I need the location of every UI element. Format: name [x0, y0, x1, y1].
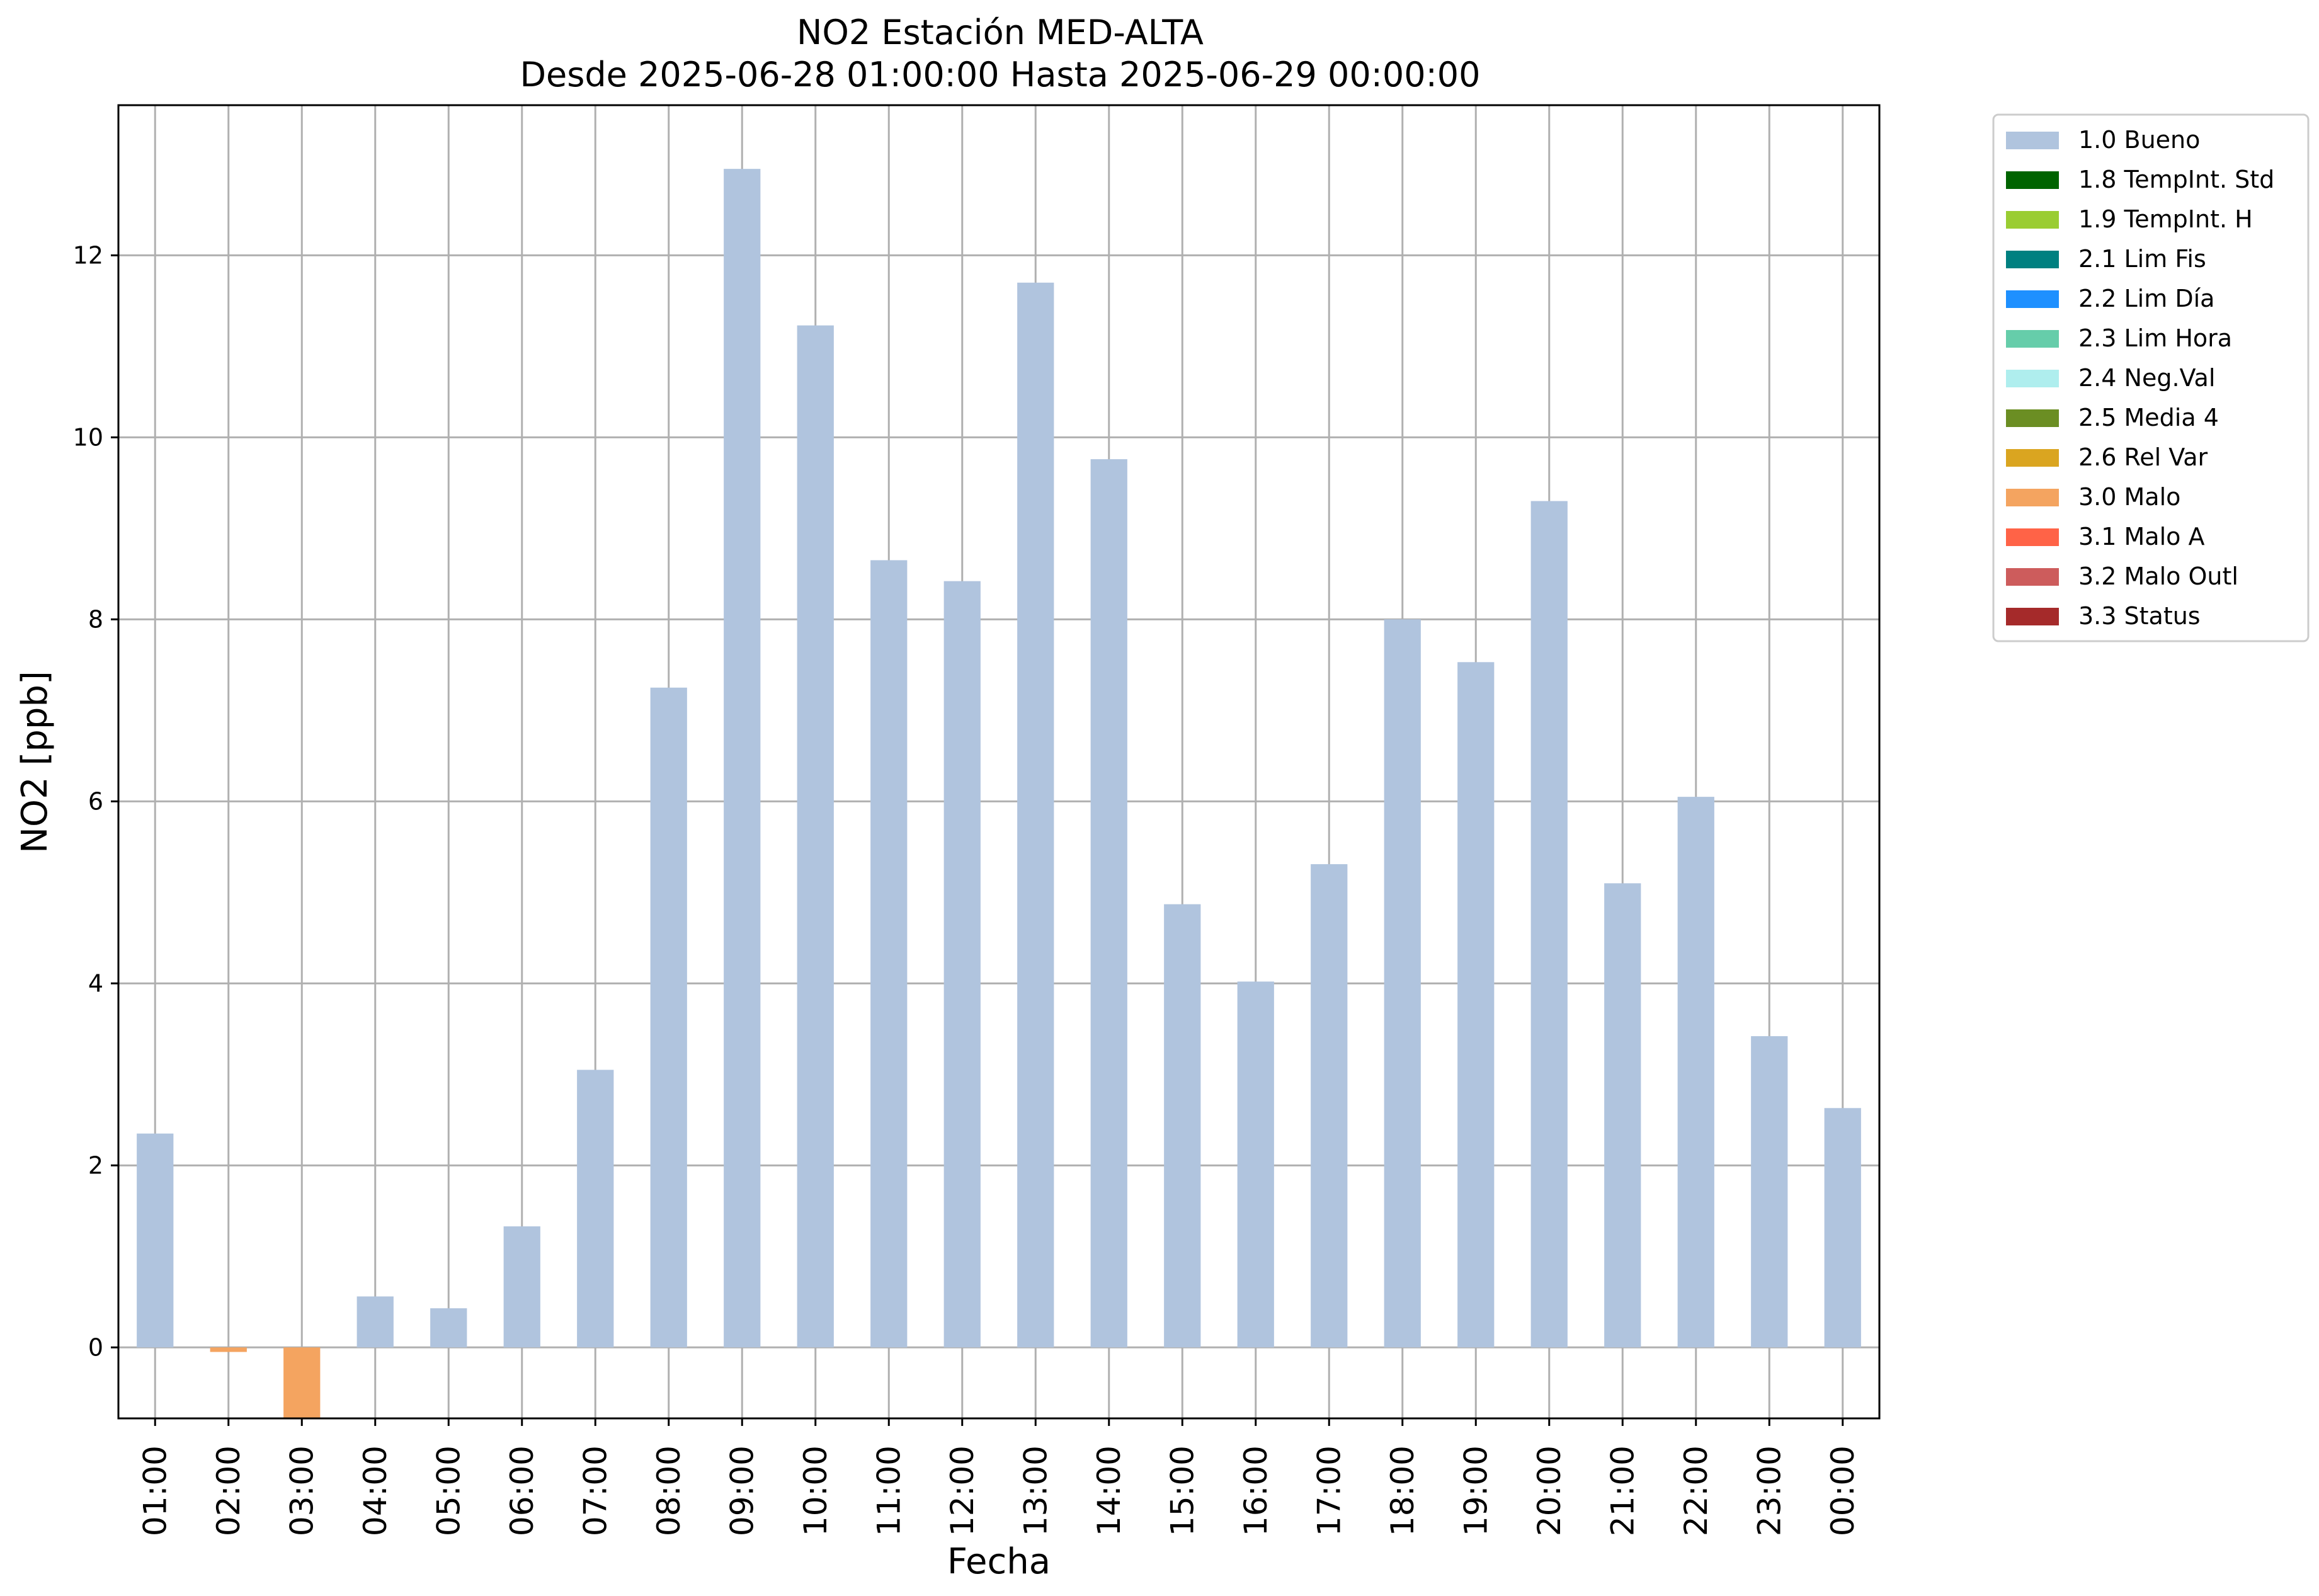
legend-entry: 3.3 Status [2078, 602, 2201, 630]
bar [430, 1308, 467, 1348]
bar [210, 1347, 247, 1352]
y-tick-label: 6 [88, 787, 103, 815]
bar [283, 1347, 321, 1418]
bar [797, 325, 834, 1348]
y-tick-label: 0 [88, 1333, 103, 1361]
legend-entry: 1.9 TempInt. H [2078, 205, 2253, 233]
bar [1164, 904, 1201, 1348]
x-tick-label: 20:00 [1531, 1445, 1568, 1536]
bars [137, 169, 1861, 1418]
legend-frame [1992, 113, 2310, 642]
x-tick-label: 07:00 [577, 1445, 613, 1536]
x-tick-label: 00:00 [1825, 1445, 1861, 1536]
legend-swatch [2006, 290, 2059, 308]
legend-entry: 3.2 Malo Outl [2078, 562, 2238, 590]
bar [943, 581, 981, 1348]
x-tick-label: 16:00 [1238, 1445, 1274, 1536]
x-tick-label: 02:00 [210, 1445, 247, 1536]
legend-swatch [2006, 568, 2059, 586]
x-tick-label: 10:00 [797, 1445, 834, 1536]
legend-entry: 2.5 Media 4 [2078, 404, 2219, 431]
bar [577, 1069, 614, 1348]
legend-swatch [2006, 132, 2059, 149]
x-tick-label: 04:00 [357, 1445, 394, 1536]
legend-entry: 1.0 Bueno [2078, 126, 2200, 154]
chart-subtitle: Desde 2025-06-28 01:00:00 Hasta 2025-06-… [520, 55, 1480, 94]
bar [503, 1226, 540, 1348]
legend-swatch [2006, 211, 2059, 229]
bar [1604, 883, 1641, 1348]
x-tick-label: 15:00 [1164, 1445, 1200, 1536]
legend-entry: 3.0 Malo [2078, 483, 2180, 511]
legend-swatch [2006, 489, 2059, 506]
legend-swatch [2006, 370, 2059, 387]
x-tick-label: 05:00 [430, 1445, 467, 1536]
y-tick-label: 10 [73, 423, 103, 451]
y-tick-label: 12 [73, 241, 103, 269]
bar [1751, 1036, 1788, 1348]
bar [1384, 619, 1421, 1348]
y-tick-label: 2 [88, 1151, 103, 1179]
bar [650, 687, 687, 1348]
x-tick-label: 11:00 [870, 1445, 907, 1536]
x-tick-label: 12:00 [944, 1445, 981, 1536]
y-axis: 0 2 4 6 8 10 12 [73, 241, 118, 1361]
bar [137, 1133, 174, 1348]
legend-entry: 3.1 Malo A [2078, 523, 2204, 550]
legend-entry: 2.6 Rel Var [2078, 443, 2208, 471]
legend-entry: 2.1 Lim Fis [2078, 245, 2206, 273]
legend-entry: 2.4 Neg.Val [2078, 364, 2215, 392]
x-tick-label: 13:00 [1017, 1445, 1054, 1536]
bar [1530, 501, 1568, 1348]
legend-swatch [2006, 409, 2059, 427]
x-tick-label: 23:00 [1751, 1445, 1787, 1536]
bar [1090, 459, 1127, 1348]
legend-swatch [2006, 251, 2059, 268]
bar [1237, 981, 1274, 1348]
x-tick-label: 17:00 [1311, 1445, 1347, 1536]
y-axis-label: NO2 [ppb] [14, 671, 55, 853]
x-axis-label: Fecha [947, 1541, 1051, 1582]
legend: 1.0 Bueno 1.8 TempInt. Std 1.9 TempInt. H 2… [1992, 113, 2310, 642]
bar [1457, 662, 1495, 1348]
legend-entry: 2.2 Lim Día [2078, 285, 2214, 312]
bar [1677, 797, 1714, 1348]
legend-swatch [2006, 171, 2059, 189]
y-tick-label: 4 [88, 969, 103, 997]
x-tick-label: 19:00 [1457, 1445, 1494, 1536]
legend-swatch [2006, 330, 2059, 348]
chart-title: NO2 Estación MED-ALTA [797, 13, 1204, 52]
legend-swatch [2006, 449, 2059, 467]
x-tick-label: 08:00 [651, 1445, 687, 1536]
x-tick-label: 06:00 [504, 1445, 540, 1536]
bar [1311, 864, 1348, 1348]
legend-swatch [2006, 608, 2059, 625]
legend-entry: 1.8 TempInt. Std [2078, 166, 2274, 193]
legend-swatch [2006, 528, 2059, 546]
x-axis: 01:00 02:00 03:00 04:00 05:00 06:00 07:00 08:00… [137, 1418, 1861, 1536]
x-tick-label: 01:00 [137, 1445, 173, 1536]
legend-entry: 2.3 Lim Hora [2078, 324, 2232, 352]
bar [870, 560, 908, 1348]
x-tick-label: 09:00 [724, 1445, 760, 1536]
x-tick-label: 21:00 [1604, 1445, 1641, 1536]
bar [1017, 282, 1054, 1348]
x-tick-label: 14:00 [1091, 1445, 1127, 1536]
x-tick-label: 22:00 [1678, 1445, 1714, 1536]
bar [1824, 1108, 1861, 1348]
bar [724, 169, 761, 1348]
y-tick-label: 8 [88, 605, 103, 633]
plot-background [118, 105, 1879, 1418]
x-tick-label: 18:00 [1384, 1445, 1421, 1536]
bar [356, 1296, 394, 1348]
plot-frame [117, 104, 1881, 1420]
x-tick-label: 03:00 [283, 1445, 320, 1536]
